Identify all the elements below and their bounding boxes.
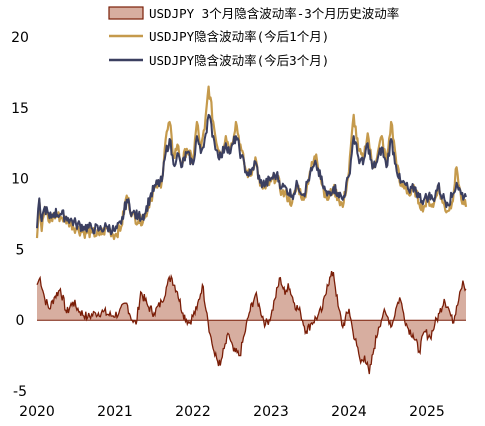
x-tick-label: 2025 bbox=[409, 404, 445, 420]
legend-label: USDJPY隐含波动率(今后3个月) bbox=[149, 53, 329, 68]
spread-line bbox=[36, 270, 467, 375]
x-tick-label: 2023 bbox=[253, 404, 289, 420]
x-tick-label: 2021 bbox=[97, 404, 133, 420]
x-tick-label: 2024 bbox=[331, 404, 367, 420]
y-axis-ticks: 20 15 10 5 0 -5 bbox=[11, 30, 29, 400]
iv-1m-line bbox=[35, 85, 468, 241]
x-tick-label: 2022 bbox=[175, 404, 211, 420]
y-tick-label: 20 bbox=[11, 30, 29, 46]
y-tick-label: 10 bbox=[11, 172, 29, 188]
y-tick-label: 15 bbox=[11, 101, 29, 117]
y-tick-label: 5 bbox=[16, 242, 25, 258]
legend-swatch-spread bbox=[108, 6, 144, 20]
legend-label: USDJPY 3个月隐含波动率-3个月历史波动率 bbox=[149, 6, 399, 21]
spread-area-fill bbox=[37, 271, 466, 374]
y-tick-label: -5 bbox=[13, 384, 27, 400]
line-series-layer bbox=[35, 85, 468, 241]
legend-label: USDJPY隐含波动率(今后1个月) bbox=[149, 29, 329, 44]
x-tick-label: 2020 bbox=[19, 404, 55, 420]
iv-3m-line bbox=[36, 113, 467, 236]
y-tick-label: 0 bbox=[16, 313, 25, 329]
legend: USDJPY 3个月隐含波动率-3个月历史波动率 USDJPY隐含波动率(今后1个… bbox=[108, 6, 399, 68]
x-axis-ticks: 2020 2021 2022 2023 2024 2025 bbox=[19, 404, 445, 420]
spread-area-layer bbox=[36, 270, 467, 375]
